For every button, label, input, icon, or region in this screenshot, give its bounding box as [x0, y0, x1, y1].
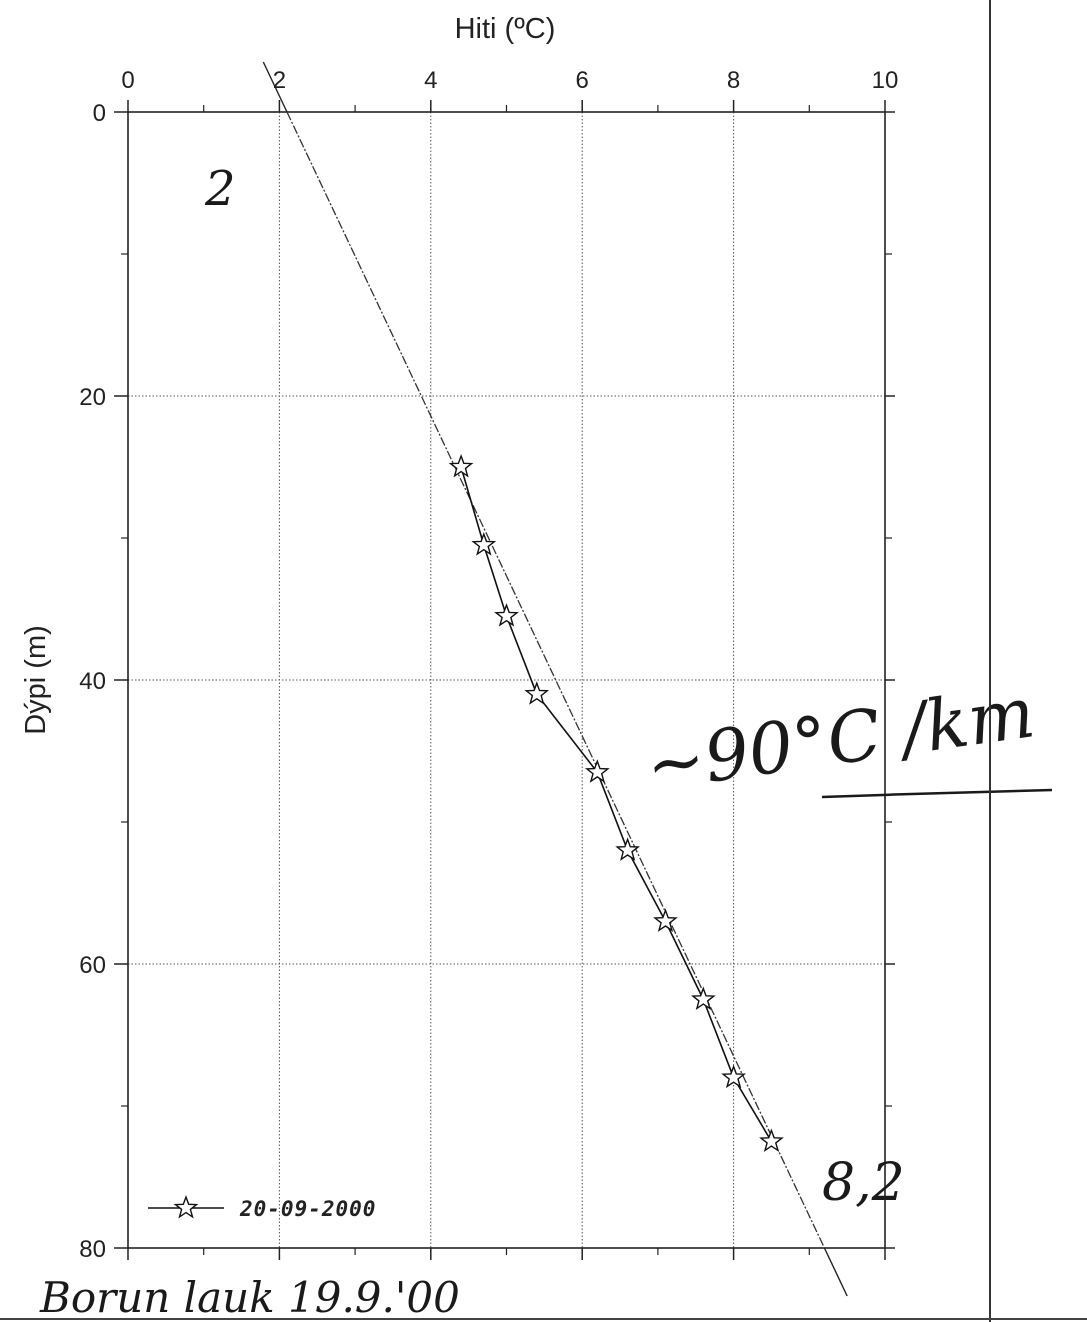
trend-line-extension-top	[262, 61, 288, 113]
series-markers	[448, 453, 784, 1153]
axis-ticks	[114, 100, 895, 1260]
handwritten-corner-mark: 2	[204, 161, 236, 217]
y-tick-label-60: 60	[79, 952, 106, 979]
y-axis-title: Dýpi (m)	[20, 625, 52, 735]
handwritten-gradient-note: ~90°C /km	[641, 671, 1040, 807]
x-tick-label-0: 0	[121, 67, 134, 94]
data-point-3	[524, 681, 550, 705]
x-axis-title: Hiti (ºC)	[455, 13, 556, 45]
x-tick-label-8: 8	[727, 67, 740, 94]
data-point-7	[690, 986, 716, 1011]
handwritten-underline	[821, 788, 1053, 799]
data-point-1	[471, 532, 497, 556]
y-tick-label-20: 20	[79, 384, 106, 411]
trend-line-extension-bottom	[823, 1247, 848, 1297]
data-point-0	[448, 453, 474, 478]
y-tick-label-80: 80	[79, 1236, 106, 1263]
x-tick-label-4: 4	[424, 67, 437, 94]
data-point-6	[653, 908, 678, 932]
tick-labels: 0 2 4 6 8 10 0 20 40 60 80	[79, 67, 898, 1263]
handwritten-annotations: 2 ~90°C /km 8,2 Borun lauk 19.9.'00	[39, 161, 1053, 1322]
data-point-5	[615, 837, 641, 861]
x-tick-label-2: 2	[273, 67, 286, 94]
trend-line	[286, 111, 826, 1249]
data-point-9	[759, 1128, 784, 1153]
data-point-2	[494, 603, 519, 627]
data-point-4	[584, 759, 610, 783]
legend-star-marker	[173, 1194, 199, 1219]
series-line-20-09-2000	[460, 466, 773, 1142]
y-tick-label-40: 40	[79, 668, 106, 695]
x-tick-label-10: 10	[872, 67, 899, 94]
legend: 20-09-2000	[148, 1194, 376, 1221]
legend-label: 20-09-2000	[239, 1197, 376, 1221]
grid-lines	[128, 112, 885, 1248]
handwritten-bottom-value: 8,2	[822, 1153, 905, 1213]
handwritten-footer-note: Borun lauk 19.9.'00	[39, 1273, 460, 1322]
data-point-8	[721, 1064, 747, 1089]
x-tick-label-6: 6	[576, 67, 589, 94]
y-tick-label-0: 0	[93, 100, 106, 127]
